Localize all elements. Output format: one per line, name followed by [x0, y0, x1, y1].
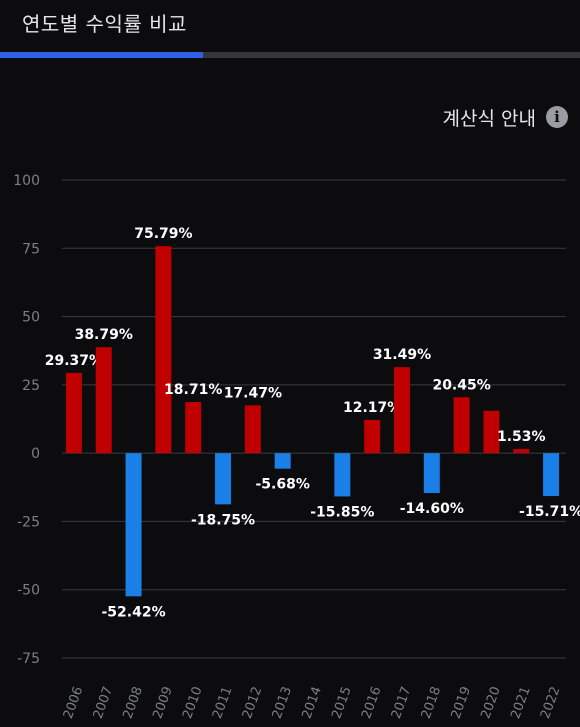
calculation-guide-button[interactable]: 계산식 안내 i [443, 104, 568, 130]
y-tick-label: -25 [17, 514, 40, 530]
x-tick-label: 2020 [478, 685, 503, 721]
page-title: 연도별 수익률 비교 [22, 12, 187, 36]
data-label: -15.85% [310, 504, 374, 520]
data-label: 29.37% [45, 353, 103, 369]
y-tick-label: 50 [22, 310, 40, 326]
bar [244, 405, 261, 454]
x-tick-label: 2013 [270, 685, 295, 721]
x-tick-label: 2007 [91, 685, 116, 721]
bar [453, 397, 470, 454]
x-tick-label: 2016 [359, 685, 384, 721]
bar [393, 367, 410, 454]
x-tick-label: 2019 [449, 685, 474, 721]
bar [125, 453, 142, 597]
bar [274, 453, 291, 469]
x-tick-label: 2006 [61, 685, 86, 721]
progress-bar [0, 52, 580, 58]
bar [513, 448, 530, 454]
x-tick-label: 2014 [300, 685, 325, 721]
info-icon[interactable]: i [546, 106, 568, 128]
y-tick-label: 100 [13, 173, 40, 189]
bar [543, 453, 560, 497]
data-label: 18.71% [164, 382, 222, 398]
y-tick-label: 75 [22, 241, 40, 257]
data-label: 38.79% [75, 327, 133, 343]
x-tick-label: 2018 [419, 685, 444, 721]
bar [483, 410, 500, 454]
x-tick-label: 2009 [150, 685, 175, 721]
x-tick-label: 2012 [240, 685, 265, 721]
bar [185, 402, 202, 454]
y-tick-label: -50 [17, 583, 40, 599]
x-tick-label: 2015 [329, 685, 354, 721]
y-tick-label: -75 [17, 651, 40, 667]
data-label: -14.60% [400, 501, 464, 517]
calculation-guide-label: 계산식 안내 [442, 107, 536, 130]
data-label: 31.49% [373, 347, 431, 363]
x-tick-label: 2021 [508, 685, 533, 721]
y-tick-label: 25 [22, 378, 40, 394]
bar [215, 453, 232, 505]
data-label: 20.45% [432, 377, 490, 393]
x-tick-label: 2011 [210, 685, 235, 721]
data-label: -5.68% [255, 477, 309, 493]
x-tick-label: 2010 [180, 685, 205, 721]
x-tick-label: 2017 [389, 685, 414, 721]
progress-bar-fill [0, 52, 203, 58]
data-label: -15.71% [519, 504, 580, 520]
bar [364, 419, 381, 454]
header: 연도별 수익률 비교 [0, 0, 580, 52]
x-tick-label: 2008 [121, 685, 146, 721]
bar [423, 453, 440, 494]
bar [65, 372, 82, 454]
bar [155, 246, 172, 454]
data-label: 17.47% [224, 385, 282, 401]
x-tick-label: 2022 [538, 685, 563, 721]
bar [334, 453, 351, 497]
data-label: -52.42% [101, 604, 165, 620]
data-label: 1.53% [497, 429, 546, 445]
y-tick-label: 0 [31, 446, 40, 462]
data-label: -18.75% [191, 512, 255, 528]
bar [95, 347, 112, 454]
data-label: 75.79% [134, 226, 192, 242]
data-label: 12.17% [343, 400, 401, 416]
